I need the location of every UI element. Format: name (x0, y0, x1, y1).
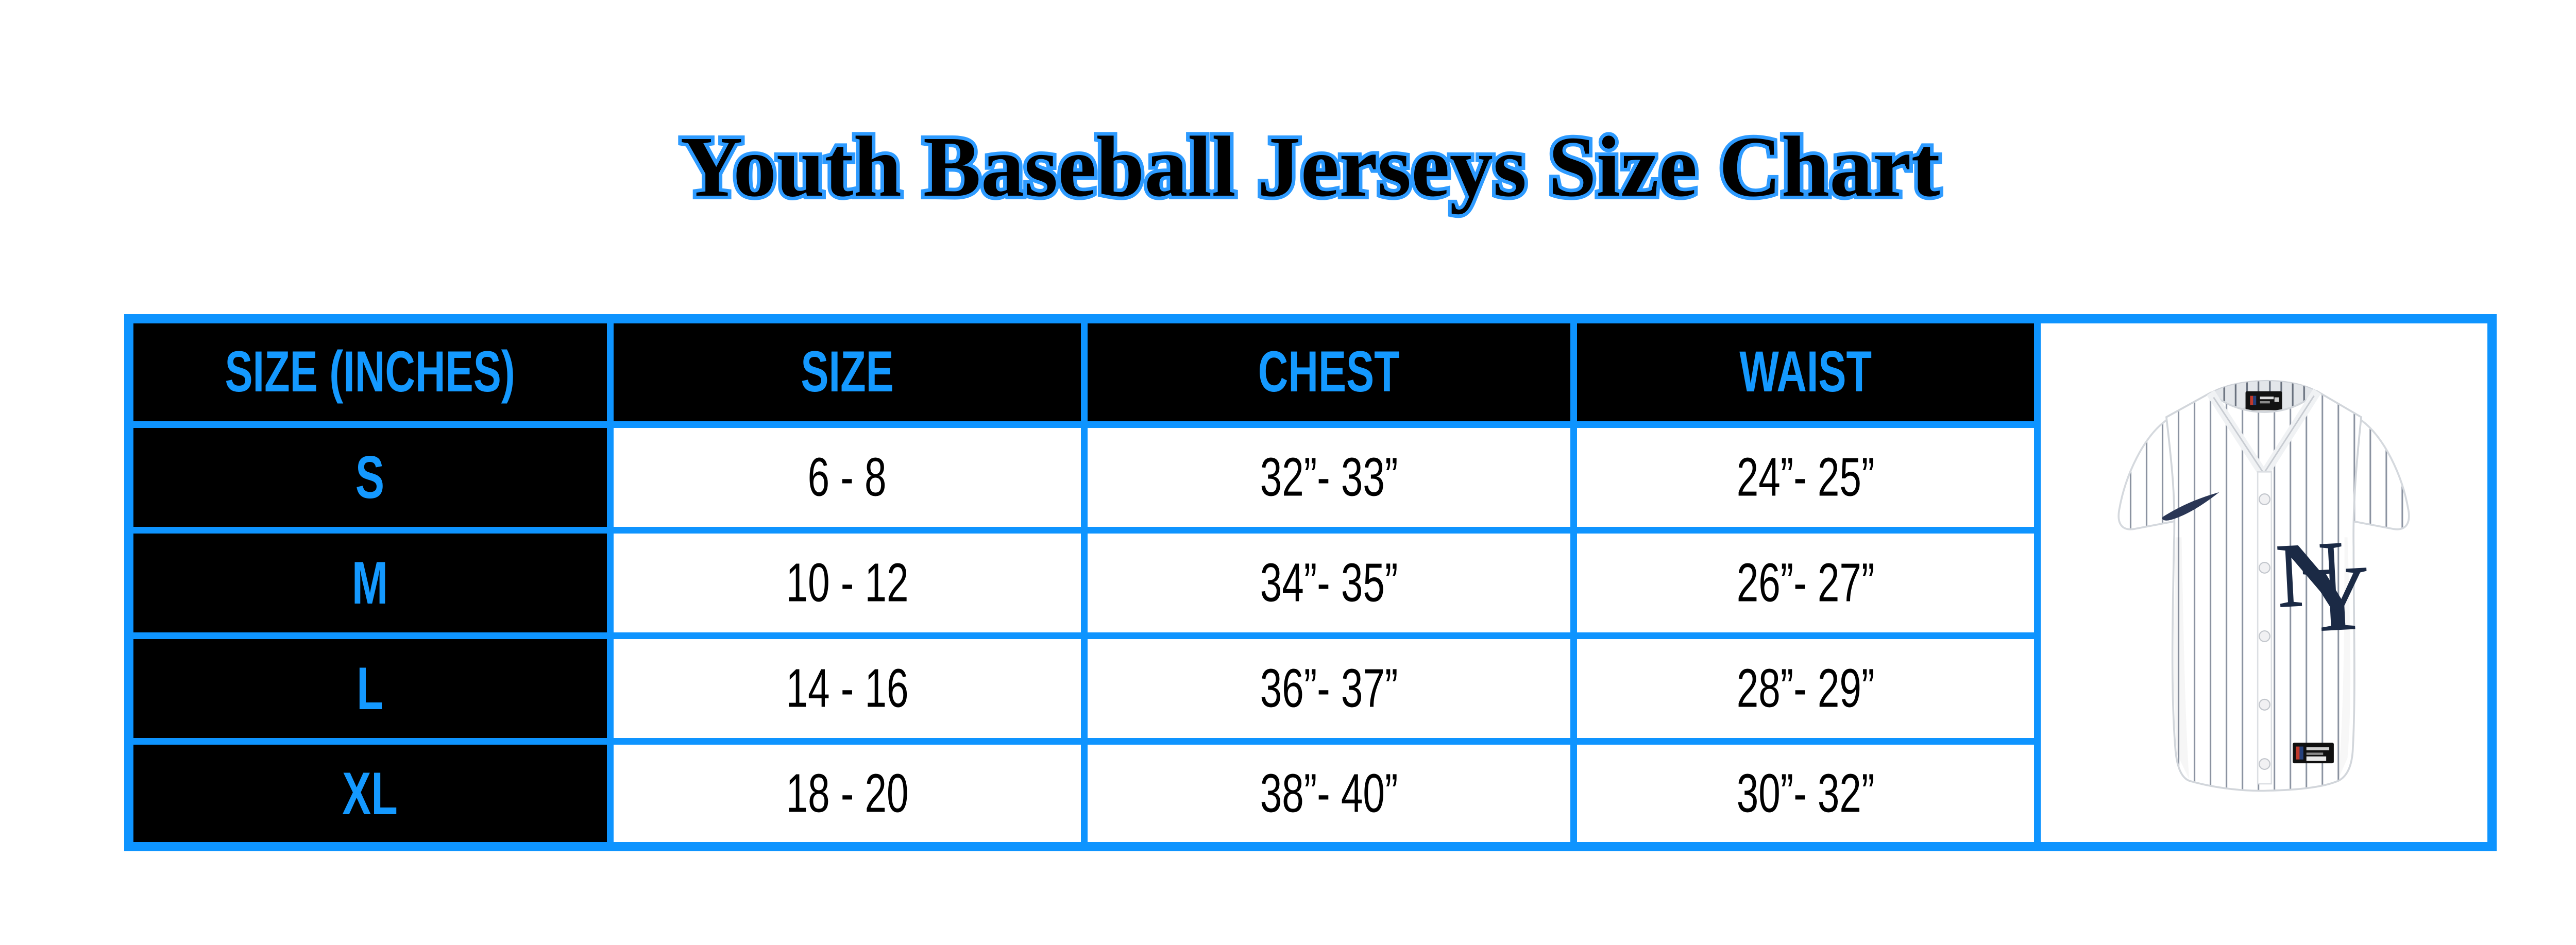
row-m-size: 10 - 12 (607, 526, 1088, 639)
jock-tag (2293, 742, 2334, 763)
row-s: S 6 - 8 32”- 33” 24”- 25” (125, 421, 2492, 534)
page-title: Youth Baseball Jerseys Size Chart (680, 119, 1940, 215)
row-m-label-cell: M (125, 526, 614, 639)
row-s-chest-value: 32”- 33” (1260, 446, 1398, 508)
row-m-waist-value: 26”- 27” (1736, 552, 1875, 613)
row-s-label-cell: S (125, 421, 614, 534)
header-row: SIZE (INCHES) SIZE CHEST WAIST (125, 315, 2495, 850)
jersey-image: N Y (2117, 380, 2410, 792)
row-xl-waist-value: 30”- 32” (1736, 762, 1875, 824)
header-waist-label: WAIST (1739, 339, 1872, 404)
ny-monogram-n: N (2275, 521, 2347, 627)
row-xl-chest-value: 38”- 40” (1260, 762, 1398, 824)
size-chart-table: SIZE (INCHES) SIZE CHEST WAIST (124, 314, 2497, 851)
header-size-inches: SIZE (INCHES) (125, 315, 614, 428)
header-size-inches-label: SIZE (INCHES) (225, 339, 515, 404)
neck-tag (2245, 391, 2282, 410)
row-xl-label: XL (342, 759, 398, 827)
row-s-size: 6 - 8 (607, 421, 1088, 534)
row-m-waist: 26”- 27” (1570, 526, 2041, 639)
row-m-label: M (352, 549, 388, 616)
row-xl: XL 18 - 20 38”- 40” 30”- 32” (125, 737, 2492, 850)
row-m-chest-value: 34”- 35” (1260, 552, 1398, 613)
title-banner: Youth Baseball Jerseys Size Chart (676, 115, 1943, 218)
row-m-chest: 34”- 35” (1081, 526, 1577, 639)
row-l-size: 14 - 16 (607, 632, 1088, 745)
row-s-waist-value: 24”- 25” (1736, 446, 1875, 508)
row-m-size-value: 10 - 12 (786, 552, 909, 613)
row-l-label-cell: L (125, 632, 614, 745)
jersey-photo-cell: N Y (2034, 315, 2495, 850)
header-size-label: SIZE (801, 339, 894, 404)
ny-monogram-y: Y (2300, 545, 2372, 652)
ny-monogram: N Y (2275, 521, 2372, 652)
row-l-chest-value: 36”- 37” (1260, 657, 1398, 719)
row-l-waist-value: 28”- 29” (1736, 657, 1875, 719)
header-chest: CHEST (1081, 315, 1577, 428)
row-l: L 14 - 16 36”- 37” 28”- 29” (125, 632, 2492, 745)
row-l-size-value: 14 - 16 (786, 657, 909, 719)
row-s-chest: 32”- 33” (1081, 421, 1577, 534)
jersey-placket (2257, 471, 2273, 784)
row-l-chest: 36”- 37” (1081, 632, 1577, 745)
row-xl-size-value: 18 - 20 (786, 762, 909, 824)
row-s-size-value: 6 - 8 (808, 446, 887, 508)
row-l-waist: 28”- 29” (1570, 632, 2041, 745)
row-s-label: S (355, 443, 385, 511)
row-m: M 10 - 12 34”- 35” 26”- 27” (125, 526, 2492, 639)
row-s-waist: 24”- 25” (1570, 421, 2041, 534)
row-l-label: L (357, 655, 383, 722)
header-chest-label: CHEST (1258, 339, 1400, 404)
row-xl-chest: 38”- 40” (1081, 737, 1577, 850)
row-xl-label-cell: XL (125, 737, 614, 850)
row-xl-waist: 30”- 32” (1570, 737, 2041, 850)
header-size: SIZE (607, 315, 1088, 428)
nike-swoosh-icon (2162, 492, 2219, 521)
row-xl-size: 18 - 20 (607, 737, 1088, 850)
header-waist: WAIST (1570, 315, 2041, 428)
